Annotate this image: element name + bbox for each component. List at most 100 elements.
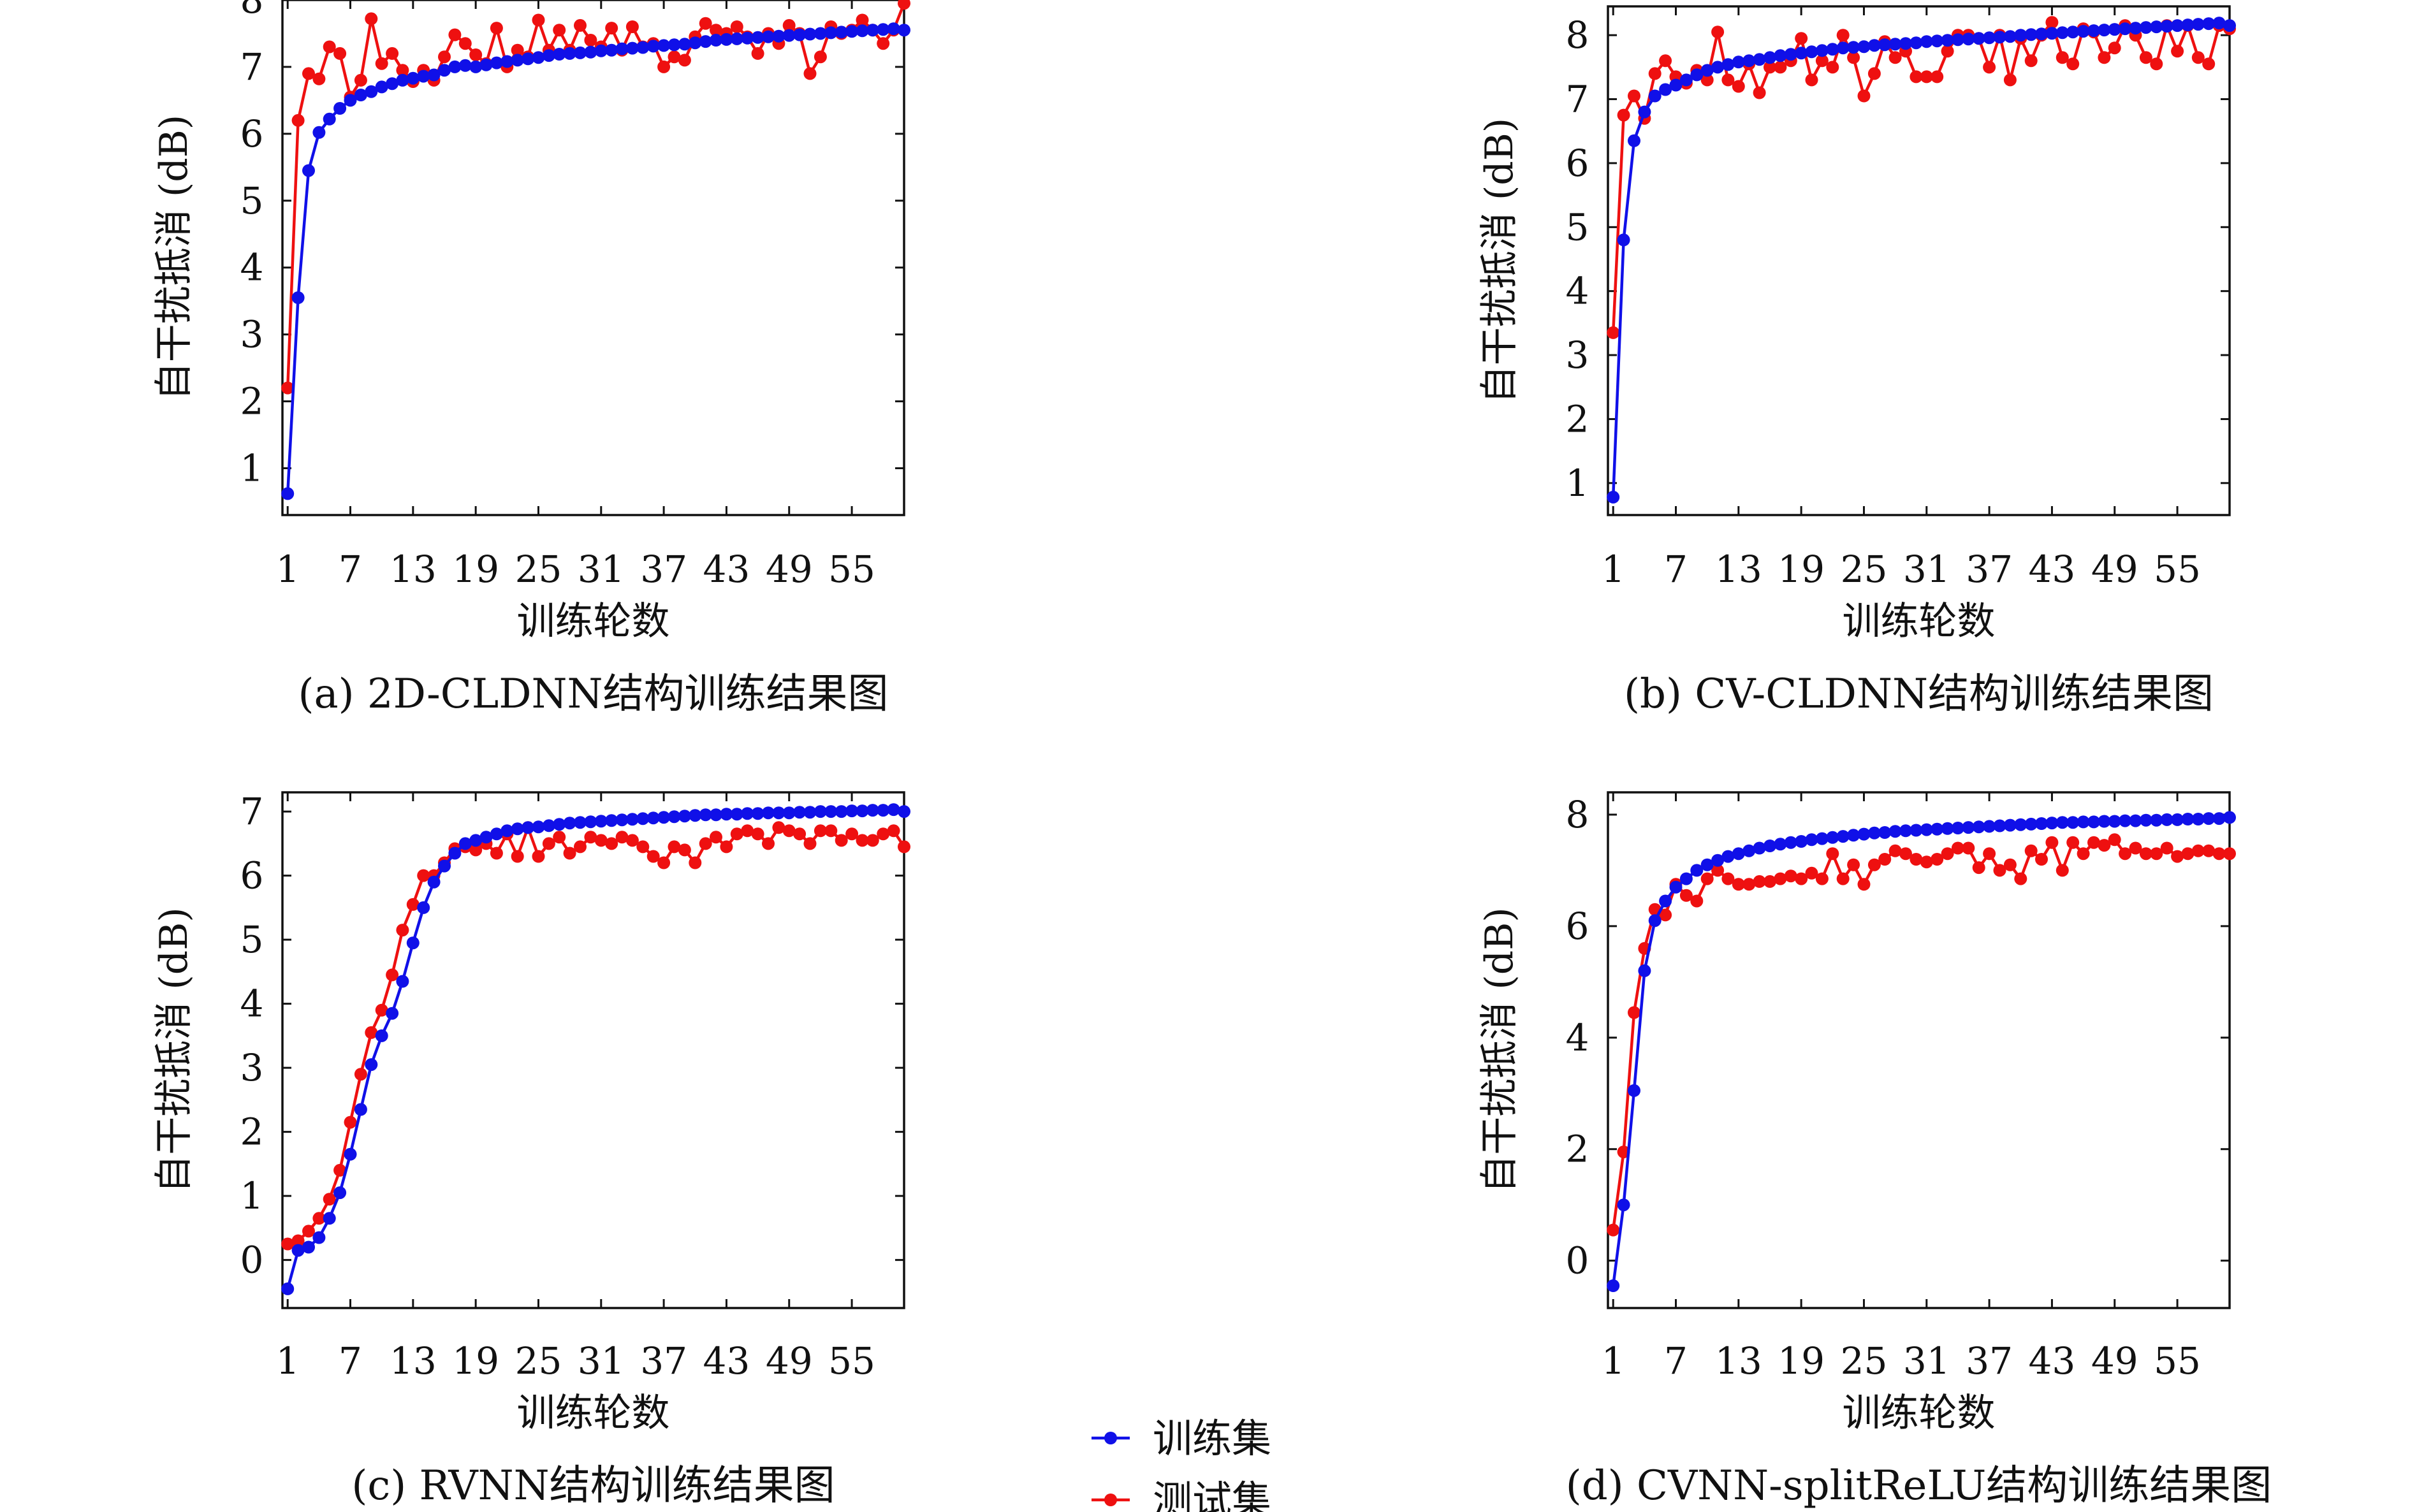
data-point xyxy=(1617,108,1630,122)
data-point xyxy=(542,819,555,832)
data-point xyxy=(1857,40,1871,54)
data-point xyxy=(396,975,409,988)
x-tick-label: 1 xyxy=(1602,548,1625,591)
data-point xyxy=(856,804,869,818)
data-point xyxy=(2087,24,2100,38)
data-point xyxy=(1867,39,1881,52)
data-point xyxy=(1753,86,1766,99)
x-tick-label: 7 xyxy=(1664,548,1688,591)
data-point xyxy=(678,810,691,823)
data-point xyxy=(668,50,681,64)
data-point xyxy=(2066,25,2080,39)
data-point xyxy=(1795,32,1808,45)
data-point xyxy=(1690,894,1704,908)
data-point xyxy=(866,834,879,847)
y-tick-label: 4 xyxy=(240,982,264,1026)
data-point xyxy=(1784,869,1797,883)
data-point xyxy=(1617,233,1630,247)
data-point xyxy=(625,834,639,847)
data-point xyxy=(2066,816,2080,829)
data-point xyxy=(1931,853,1944,866)
data-point xyxy=(323,1193,336,1206)
data-point xyxy=(1711,25,1725,39)
x-tick-label: 43 xyxy=(703,1339,750,1383)
data-point xyxy=(1721,872,1735,885)
data-point xyxy=(1826,61,1839,74)
data-point xyxy=(2212,812,2226,825)
data-point xyxy=(302,164,315,177)
data-point xyxy=(856,24,869,38)
y-tick-label: 1 xyxy=(240,447,264,490)
data-point xyxy=(1815,44,1829,57)
data-point xyxy=(782,29,796,42)
data-point xyxy=(323,1212,336,1225)
data-point xyxy=(689,36,702,50)
data-point xyxy=(1847,41,1860,54)
data-point xyxy=(1764,61,1776,74)
data-point xyxy=(2108,833,2121,847)
data-point xyxy=(2045,836,2059,849)
data-point xyxy=(594,44,608,57)
data-point xyxy=(2212,17,2226,30)
y-axis-label: 自干扰抵消 (dB) xyxy=(152,907,196,1193)
data-point xyxy=(1679,872,1693,885)
data-point xyxy=(1753,841,1766,855)
x-tick-label: 55 xyxy=(2154,1339,2201,1383)
plot-frame xyxy=(281,0,905,516)
data-point xyxy=(1700,64,1714,77)
data-point xyxy=(1742,878,1756,891)
data-point xyxy=(678,843,691,857)
data-point xyxy=(2139,813,2152,827)
x-tick-label: 49 xyxy=(2091,1339,2138,1383)
data-point xyxy=(2003,30,2017,43)
data-point xyxy=(1951,822,1964,834)
data-point xyxy=(553,818,566,831)
data-point xyxy=(2077,847,2090,861)
data-point xyxy=(2119,814,2132,827)
data-point xyxy=(2119,22,2132,36)
data-point xyxy=(887,22,900,36)
data-point xyxy=(1888,844,1902,857)
data-point xyxy=(2202,844,2216,857)
data-point xyxy=(668,38,681,52)
data-point xyxy=(710,24,722,37)
data-point xyxy=(2129,841,2142,855)
data-point xyxy=(375,1003,388,1017)
data-point xyxy=(1951,841,1964,855)
data-point xyxy=(1638,105,1651,119)
data-point xyxy=(1931,822,1944,836)
x-tick-label: 31 xyxy=(1903,1339,1950,1383)
data-point xyxy=(1931,70,1944,84)
data-point xyxy=(1910,36,1923,50)
data-point xyxy=(762,30,775,43)
data-point xyxy=(1805,73,1818,87)
x-tick-label: 25 xyxy=(515,1339,562,1383)
x-tick-label: 25 xyxy=(1841,548,1888,591)
y-tick-label: 2 xyxy=(240,1110,264,1154)
data-point xyxy=(522,52,535,66)
data-point xyxy=(344,1116,357,1129)
x-axis-label: 训练轮数 xyxy=(1843,599,1996,644)
data-point xyxy=(469,834,483,847)
data-point xyxy=(584,815,597,829)
data-point xyxy=(625,41,639,55)
y-tick-label: 6 xyxy=(240,112,264,156)
data-point xyxy=(1659,83,1672,96)
data-point xyxy=(1836,29,1850,42)
y-tick-label: 5 xyxy=(240,179,264,222)
data-point xyxy=(2035,817,2048,830)
data-point xyxy=(1795,47,1808,60)
y-tick-label: 8 xyxy=(1566,13,1589,57)
data-point xyxy=(574,840,587,854)
panel-caption: (d) CVNN-splitReLU结构训练结果图 xyxy=(1566,1462,2272,1509)
data-point xyxy=(312,1212,326,1225)
data-point xyxy=(710,34,722,47)
x-tick-label: 31 xyxy=(1903,548,1950,591)
data-point xyxy=(898,840,910,854)
data-point xyxy=(500,55,514,68)
y-tick-label: 5 xyxy=(1566,205,1589,249)
data-point xyxy=(291,113,305,127)
data-point xyxy=(762,837,775,850)
data-point xyxy=(2223,19,2236,33)
data-point xyxy=(1753,53,1766,66)
